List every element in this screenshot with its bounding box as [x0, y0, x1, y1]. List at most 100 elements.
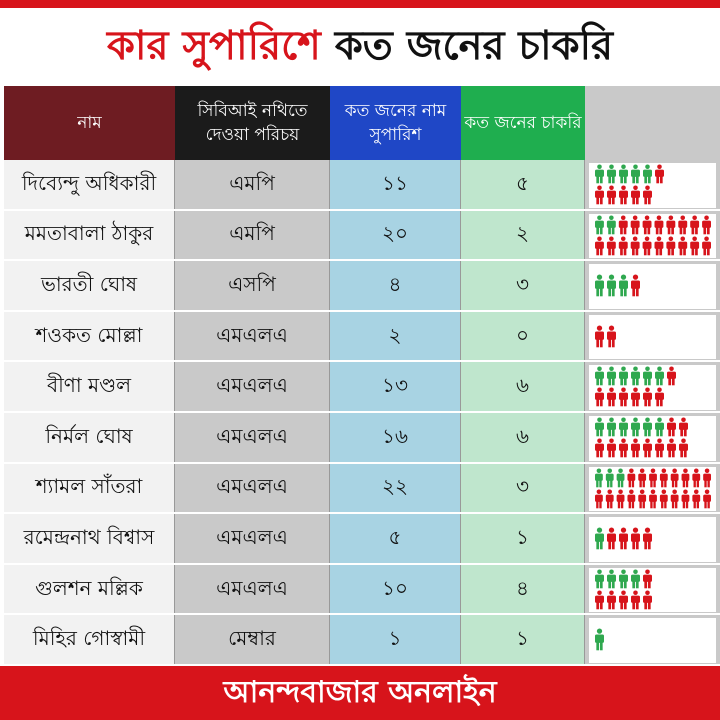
cell-jobs: ৬: [461, 413, 585, 464]
cell-name: ভারতী ঘোষ: [4, 261, 175, 312]
person-pictogram: [595, 164, 664, 205]
person-recommended-icon: [643, 438, 652, 458]
person-recommended-icon: [630, 215, 640, 234]
person-recommended-icon: [667, 438, 676, 458]
row-divider: [4, 663, 720, 666]
person-recommended-icon: [666, 215, 676, 234]
cell-recommended: ১: [330, 615, 461, 666]
person-pictogram: [595, 468, 711, 508]
cell-pictogram: [585, 615, 720, 666]
pictogram-box: [589, 163, 716, 208]
cell-name: বীণা মণ্ডল: [4, 362, 175, 413]
row-divider: [4, 360, 720, 363]
cell-pictogram: [585, 311, 720, 363]
person-recommended-icon: [595, 236, 604, 255]
person-recommended-icon: [649, 489, 657, 508]
cell-recommended: ১৬: [330, 413, 461, 464]
person-recommended-icon: [595, 185, 604, 205]
person-recommended-icon: [631, 387, 640, 407]
person-recommended-icon: [631, 274, 640, 297]
person-recommended-icon: [666, 236, 676, 255]
cell-cbi-identity: এমএলএ: [175, 514, 330, 565]
cell-jobs: ৩: [461, 463, 585, 515]
cell-name: মমতাবালা ঠাকুর: [4, 210, 175, 262]
cell-recommended: ৪: [330, 261, 461, 312]
row-divider: [4, 461, 720, 464]
cell-recommended: ২: [330, 311, 461, 363]
cell-cbi-identity: এমএলএ: [175, 362, 330, 413]
person-recommended-icon: [642, 236, 652, 255]
person-recommended-icon: [654, 215, 664, 234]
person-recommended-icon: [643, 590, 652, 610]
cell-jobs: ৬: [461, 362, 585, 413]
person-hired-icon: [595, 164, 604, 184]
pictogram-box: [589, 365, 716, 410]
table-row: দিব্যেন্দু অধিকারী এমপি ১১ ৫: [4, 160, 720, 211]
cell-cbi-identity: এমএলএ: [175, 311, 330, 363]
page-title: কার সুপারিশে কত জনের চাকরি: [0, 8, 720, 86]
cell-cbi-identity: এসপি: [175, 261, 330, 312]
header-cbi-identity: সিবিআই নথিতে দেওয়া পরিচয়: [175, 86, 330, 160]
cell-name: দিব্যেন্দু অধিকারী: [4, 160, 175, 211]
header-pictogram: [585, 86, 720, 160]
cell-recommended: ৫: [330, 514, 461, 565]
pictogram-box: [589, 213, 716, 259]
pictogram-box: [589, 517, 716, 562]
cell-cbi-identity: মেম্বার: [175, 615, 330, 666]
cell-pictogram: [585, 413, 720, 464]
row-divider: [4, 512, 720, 515]
person-hired-icon: [619, 274, 628, 297]
table-row: শওকত মোল্লা এমএলএ ২ ০: [4, 311, 720, 363]
person-recommended-icon: [643, 387, 652, 407]
person-recommended-icon: [638, 489, 647, 508]
person-hired-icon: [631, 569, 640, 589]
person-hired-icon: [595, 527, 604, 550]
person-recommended-icon: [627, 489, 636, 508]
cell-jobs: ৩: [461, 261, 585, 312]
person-hired-icon: [643, 164, 652, 184]
person-recommended-icon: [619, 185, 628, 205]
person-recommended-icon: [595, 325, 604, 348]
cell-pictogram: [585, 564, 720, 616]
person-recommended-icon: [595, 387, 604, 407]
person-recommended-icon: [642, 215, 652, 234]
cell-name: গুলশন মল্লিক: [4, 564, 175, 616]
person-pictogram: [595, 527, 652, 550]
person-hired-icon: [607, 417, 616, 437]
person-recommended-icon: [607, 527, 616, 550]
person-pictogram: [595, 215, 711, 255]
table-row: শ্যামল সাঁতরা এমএলএ ২২ ৩: [4, 463, 720, 515]
table-row: নির্মল ঘোষ এমএলএ ১৬ ৬: [4, 413, 720, 464]
person-recommended-icon: [667, 417, 676, 437]
cell-recommended: ১১: [330, 160, 461, 211]
pictogram-box: [589, 567, 716, 613]
person-hired-icon: [595, 468, 603, 487]
pictogram-box: [589, 314, 716, 360]
person-recommended-icon: [703, 468, 711, 487]
cell-cbi-identity: এমএলএ: [175, 463, 330, 515]
cell-pictogram: [585, 514, 720, 565]
person-recommended-icon: [667, 366, 676, 386]
person-pictogram: [595, 628, 604, 651]
person-recommended-icon: [690, 236, 700, 255]
person-recommended-icon: [655, 438, 664, 458]
person-recommended-icon: [678, 215, 688, 234]
person-recommended-icon: [595, 438, 604, 458]
person-pictogram: [595, 274, 640, 297]
table-row: রমেন্দ্রনাথ বিশ্বাস এমএলএ ৫ ১: [4, 514, 720, 565]
person-hired-icon: [607, 164, 616, 184]
person-recommended-icon: [619, 527, 628, 550]
person-recommended-icon: [703, 489, 711, 508]
footer-brand: আনন্দবাজার অনলাইন: [0, 666, 720, 720]
person-recommended-icon: [627, 468, 636, 487]
cell-recommended: ১৩: [330, 362, 461, 413]
person-recommended-icon: [690, 215, 700, 234]
person-hired-icon: [607, 569, 616, 589]
row-divider: [4, 410, 720, 413]
cell-name: শ্যামল সাঁতরা: [4, 463, 175, 515]
cell-pictogram: [585, 210, 720, 262]
table-row: মমতাবালা ঠাকুর এমপি ২০ ২: [4, 210, 720, 262]
person-pictogram: [595, 569, 652, 610]
person-recommended-icon: [679, 438, 688, 458]
person-hired-icon: [605, 468, 614, 487]
